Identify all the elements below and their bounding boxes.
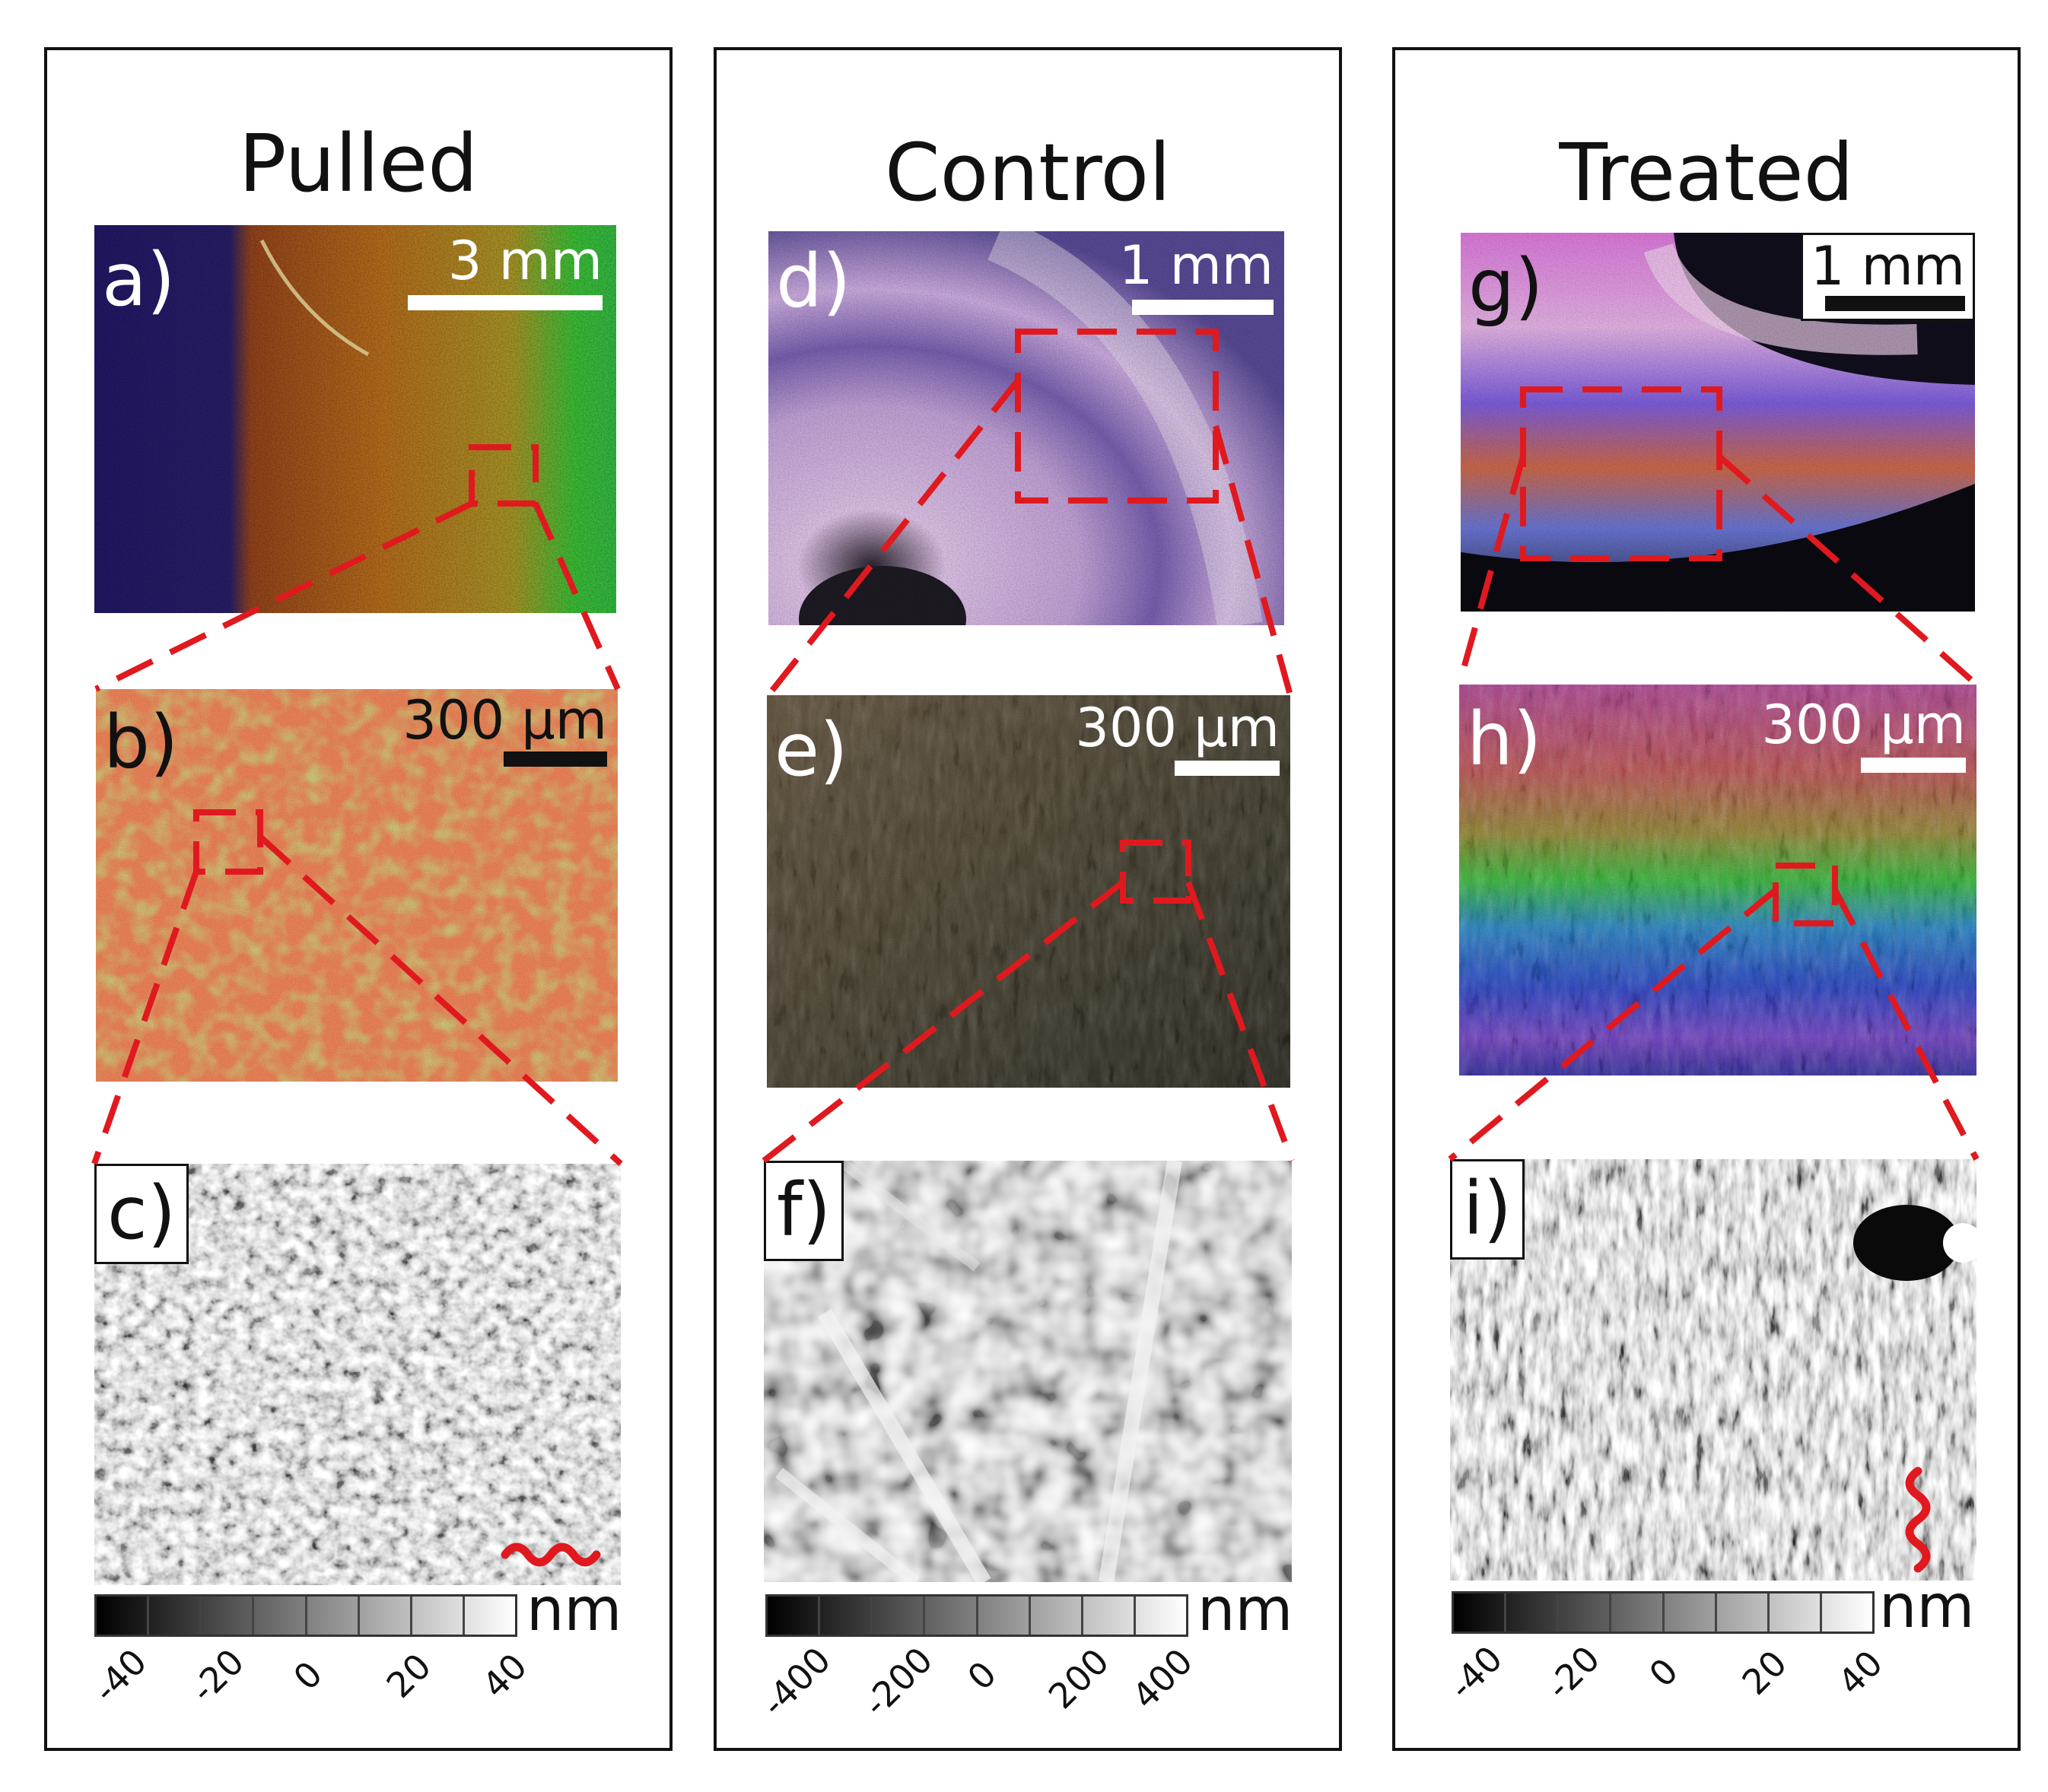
- panel-d-optical-image: d) 1 mm: [768, 231, 1284, 625]
- scale-bar: 300 µm: [402, 694, 607, 767]
- panel-i-afm-image: i): [1450, 1159, 1976, 1581]
- scale-bar-label: 3 mm: [447, 230, 603, 292]
- panel-label: e): [774, 707, 848, 793]
- panel-label: c): [94, 1164, 189, 1264]
- colorbar: [1452, 1591, 1875, 1634]
- panel-label: a): [102, 237, 176, 322]
- scale-bar-line: [1825, 296, 1965, 311]
- panel-i-image: [1450, 1159, 1976, 1581]
- panel-f-image: [764, 1161, 1292, 1582]
- scale-bar: 1 mm: [1119, 239, 1274, 315]
- colorbar-unit: nm: [1197, 1576, 1293, 1644]
- panel-a-optical-image: a) 3 mm: [94, 225, 616, 613]
- panel-c-afm-image: c): [94, 1164, 621, 1585]
- panel-label: g): [1468, 243, 1544, 329]
- scale-bar: 3 mm: [408, 234, 603, 310]
- scale-bar-line: [1861, 758, 1966, 773]
- panel-f-afm-image: f): [764, 1161, 1292, 1582]
- scale-bar-label: 300 µm: [402, 689, 607, 751]
- panel-label: b): [103, 700, 179, 785]
- scale-bar: 300 µm: [1075, 701, 1280, 776]
- scale-bar-label: 1 mm: [1810, 235, 1965, 297]
- colorbar: [765, 1594, 1188, 1637]
- panel-g-optical-image: g) 1 mm: [1461, 233, 1975, 612]
- panel-label: f): [764, 1161, 844, 1261]
- column-title: Treated: [1559, 126, 1854, 219]
- panel-h-optical-image: h) 300 µm: [1459, 685, 1976, 1076]
- column-title: Control: [885, 126, 1171, 219]
- panel-b-optical-image: b) 300 µm: [96, 689, 618, 1082]
- scale-bar: 1 mm: [1800, 233, 1975, 321]
- colorbar-unit: nm: [526, 1576, 622, 1644]
- scale-bar-line: [504, 751, 607, 767]
- panel-label: d): [776, 239, 851, 324]
- scale-bar: 300 µm: [1761, 698, 1966, 773]
- scale-bar-line: [1132, 300, 1274, 315]
- panel-label: h): [1467, 697, 1542, 782]
- colorbar-unit: nm: [1879, 1573, 1975, 1641]
- scale-bar-label: 300 µm: [1075, 697, 1280, 759]
- scale-bar-line: [408, 295, 603, 310]
- column-title: Pulled: [238, 117, 479, 210]
- scale-bar-label: 1 mm: [1118, 234, 1274, 297]
- colorbar: [94, 1594, 517, 1637]
- scale-bar-label: 300 µm: [1761, 694, 1966, 756]
- scale-bar-line: [1175, 761, 1280, 776]
- panel-e-optical-image: e) 300 µm: [767, 695, 1290, 1088]
- panel-label: i): [1450, 1159, 1525, 1260]
